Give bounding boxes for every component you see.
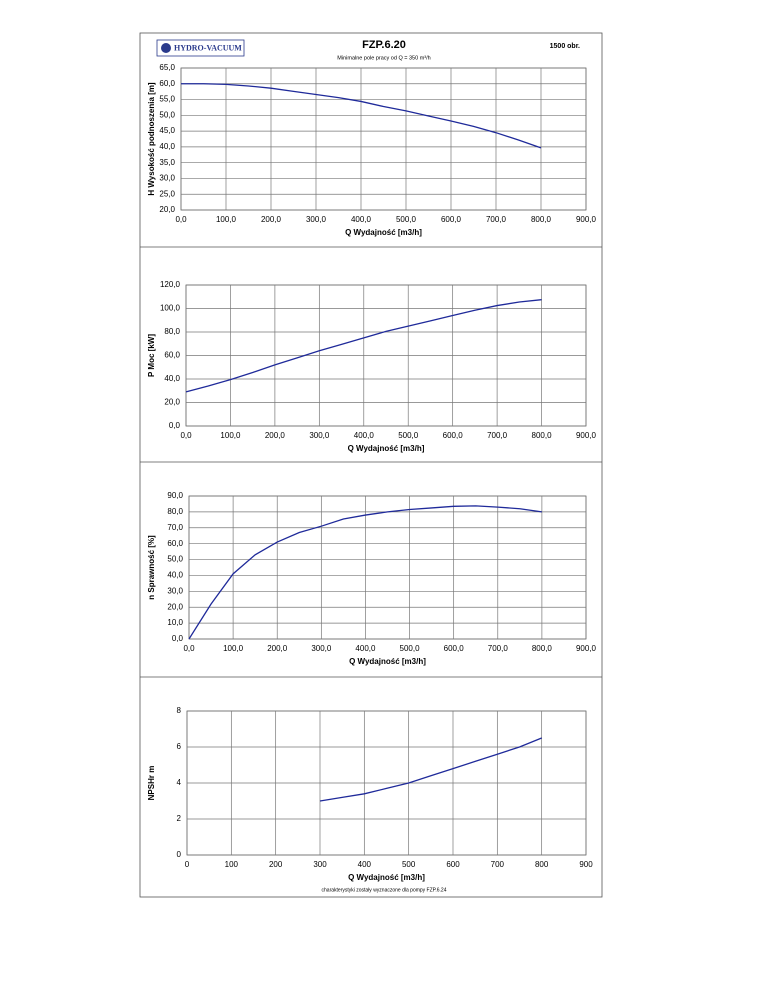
data-line xyxy=(185,299,542,393)
y-tick-label: 4 xyxy=(177,778,182,787)
x-tick-label: 800 xyxy=(535,860,549,869)
y-tick-label: 20,0 xyxy=(167,602,183,611)
y-tick-label: 50,0 xyxy=(159,110,175,119)
x-tick-label: 600 xyxy=(446,860,460,869)
y-tick-label: 60,0 xyxy=(159,79,175,88)
y-tick-label: 0,0 xyxy=(169,421,181,430)
data-line xyxy=(188,505,542,640)
y-tick-label: 0 xyxy=(177,850,182,859)
data-line xyxy=(181,83,542,149)
x-tick-label: 800,0 xyxy=(531,215,552,224)
footer-note: charakterystyki zostały wyznaczone dla p… xyxy=(322,887,447,893)
y-tick-label: 20,0 xyxy=(159,205,175,214)
y-axis-title: H Wysokość podnoszenia [m] xyxy=(147,82,156,196)
x-tick-label: 300,0 xyxy=(306,215,327,224)
logo-box xyxy=(156,39,245,57)
x-tick-label: 500 xyxy=(402,860,416,869)
y-tick-label: 40,0 xyxy=(164,374,180,383)
x-tick-label: 400,0 xyxy=(354,431,375,440)
x-tick-label: 200 xyxy=(269,860,283,869)
y-tick-label: 20,0 xyxy=(164,398,180,407)
y-axis-title: P Moc [kW] xyxy=(147,334,156,377)
y-tick-label: 30,0 xyxy=(167,586,183,595)
x-tick-label: 600,0 xyxy=(443,431,464,440)
x-tick-label: 600,0 xyxy=(444,644,465,653)
x-tick-label: 100 xyxy=(225,860,239,869)
y-tick-label: 35,0 xyxy=(159,158,175,167)
y-tick-label: 50,0 xyxy=(167,555,183,564)
y-axis-title: NPSHr m xyxy=(147,766,156,801)
x-axis-title: Q Wydajność [m3/h] xyxy=(349,657,426,666)
x-tick-label: 400 xyxy=(358,860,372,869)
y-tick-label: 40,0 xyxy=(159,142,175,151)
x-tick-label: 900,0 xyxy=(576,431,597,440)
x-tick-label: 0 xyxy=(185,860,190,869)
plot-area xyxy=(188,495,587,640)
y-tick-label: 60,0 xyxy=(167,539,183,548)
y-tick-label: 80,0 xyxy=(167,507,183,516)
x-tick-label: 300 xyxy=(313,860,327,869)
y-tick-label: 70,0 xyxy=(167,523,183,532)
y-tick-label: 80,0 xyxy=(164,327,180,336)
x-tick-label: 500,0 xyxy=(400,644,421,653)
x-tick-label: 500,0 xyxy=(398,431,419,440)
x-tick-label: 500,0 xyxy=(396,215,417,224)
y-tick-label: 0,0 xyxy=(172,634,184,643)
title: FZP.6.20 xyxy=(362,39,406,51)
x-tick-label: 200,0 xyxy=(265,431,286,440)
x-tick-label: 900 xyxy=(579,860,593,869)
x-tick-label: 700,0 xyxy=(487,431,508,440)
x-tick-label: 200,0 xyxy=(267,644,288,653)
y-tick-label: 6 xyxy=(177,742,182,751)
outer-frame xyxy=(139,32,603,898)
y-tick-label: 120,0 xyxy=(160,280,181,289)
y-tick-label: 2 xyxy=(177,814,182,823)
y-tick-label: 60,0 xyxy=(164,351,180,360)
x-tick-label: 100,0 xyxy=(223,644,244,653)
x-tick-label: 700 xyxy=(491,860,505,869)
y-tick-label: 65,0 xyxy=(159,63,175,72)
x-tick-label: 600,0 xyxy=(441,215,462,224)
data-line xyxy=(319,737,542,802)
plot-area xyxy=(180,67,587,211)
x-tick-label: 100,0 xyxy=(220,431,241,440)
subtitle: Minimalne pole pracy od Q = 350 m³/h xyxy=(337,55,430,61)
y-tick-label: 55,0 xyxy=(159,95,175,104)
x-tick-label: 0,0 xyxy=(175,215,187,224)
x-tick-label: 800,0 xyxy=(532,431,553,440)
y-axis-title: n Sprawność [%] xyxy=(147,535,156,600)
x-tick-label: 900,0 xyxy=(576,215,597,224)
x-tick-label: 300,0 xyxy=(311,644,332,653)
y-tick-label: 45,0 xyxy=(159,126,175,135)
x-tick-label: 0,0 xyxy=(180,431,192,440)
x-tick-label: 300,0 xyxy=(309,431,330,440)
x-tick-label: 700,0 xyxy=(486,215,507,224)
y-tick-label: 8 xyxy=(177,706,182,715)
x-axis-title: Q Wydajność [m3/h] xyxy=(348,873,425,882)
y-tick-label: 10,0 xyxy=(167,618,183,627)
x-tick-label: 400,0 xyxy=(351,215,372,224)
x-axis-title: Q Wydajność [m3/h] xyxy=(348,444,425,453)
logo-icon xyxy=(161,43,171,53)
x-tick-label: 900,0 xyxy=(576,644,597,653)
x-tick-label: 200,0 xyxy=(261,215,282,224)
y-tick-label: 30,0 xyxy=(159,174,175,183)
speed: 1500 obr. xyxy=(550,43,580,50)
y-tick-label: 40,0 xyxy=(167,571,183,580)
y-tick-label: 90,0 xyxy=(167,491,183,500)
logo-text: HYDRO-VACUUM xyxy=(174,43,242,52)
x-axis-title: Q Wydajność [m3/h] xyxy=(345,228,422,237)
x-tick-label: 100,0 xyxy=(216,215,237,224)
x-tick-label: 800,0 xyxy=(532,644,553,653)
y-tick-label: 25,0 xyxy=(159,189,175,198)
x-tick-label: 400,0 xyxy=(355,644,376,653)
y-tick-label: 100,0 xyxy=(160,304,181,313)
x-tick-label: 700,0 xyxy=(488,644,509,653)
x-tick-label: 0,0 xyxy=(183,644,195,653)
